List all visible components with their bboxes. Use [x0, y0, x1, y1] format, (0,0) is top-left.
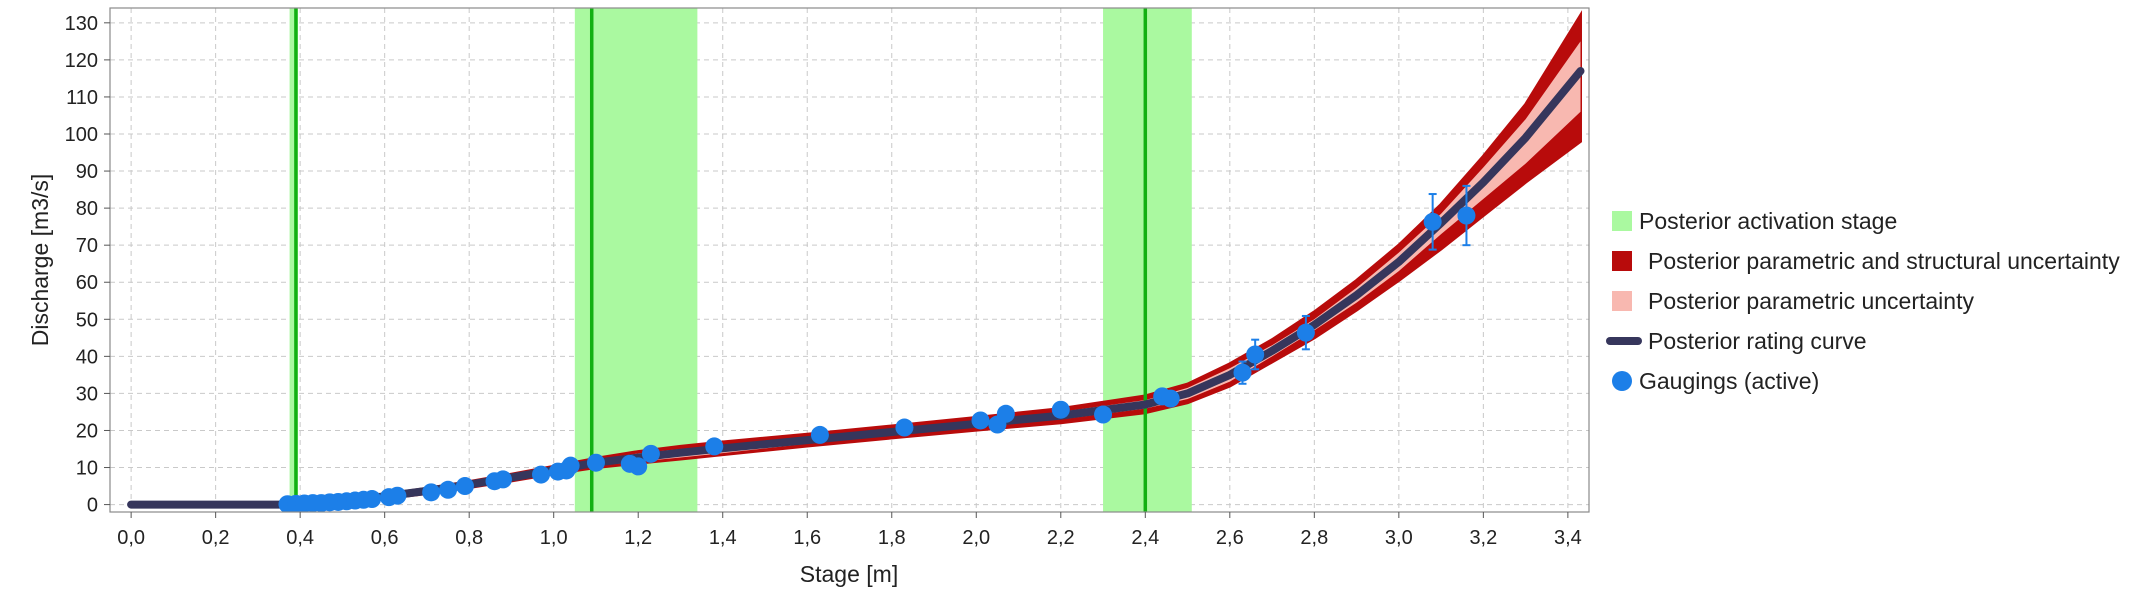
- gauging-point: [1457, 206, 1476, 225]
- y-tick-label: 130: [65, 13, 98, 35]
- legend-label: Posterior parametric and structural unce…: [1648, 248, 2120, 274]
- y-tick-label: 0: [87, 495, 98, 517]
- y-tick-label: 30: [76, 383, 98, 405]
- y-axis-title: Discharge [m3/s]: [27, 174, 53, 347]
- plot-frame: [109, 7, 1590, 513]
- gauging-point: [493, 470, 512, 489]
- legend-swatch: [1612, 291, 1632, 311]
- legend-swatch: [1612, 371, 1632, 391]
- x-tick-label: 2,0: [962, 527, 990, 549]
- x-tick-label: 1,0: [540, 527, 568, 549]
- y-axis-ticks: 0 10 20 30 40 50 60 70 80 90 100 110 120 130: [65, 13, 110, 517]
- x-axis-title: Stage [m]: [800, 561, 898, 587]
- y-tick-label: 20: [76, 420, 98, 442]
- gauging-point: [705, 437, 724, 456]
- y-tick-label: 60: [76, 272, 98, 294]
- legend-swatch: [1612, 211, 1632, 231]
- gauging-point: [641, 444, 660, 463]
- x-tick-label: 1,4: [709, 527, 737, 549]
- y-tick-label: 80: [76, 198, 98, 220]
- y-tick-label: 110: [66, 87, 98, 109]
- legend: Posterior activation stage Posterior para…: [1606, 208, 2120, 394]
- y-tick-label: 40: [76, 346, 98, 368]
- x-tick-label: 3,0: [1385, 527, 1413, 549]
- y-tick-label: 10: [76, 458, 98, 480]
- legend-label: Posterior parametric uncertainty: [1648, 288, 1974, 314]
- x-tick-label: 0,6: [371, 527, 399, 549]
- x-tick-label: 2,4: [1131, 527, 1159, 549]
- gauging-point: [996, 404, 1015, 423]
- gauging-point: [1233, 363, 1252, 382]
- y-tick-label: 50: [76, 309, 98, 331]
- activation-stage-lines: [294, 8, 1148, 512]
- gauging-point: [362, 490, 381, 509]
- gauging-point: [1051, 400, 1070, 419]
- x-tick-label: 1,2: [624, 527, 652, 549]
- x-tick-label: 0,0: [117, 527, 145, 549]
- gauging-point: [1296, 323, 1315, 342]
- x-tick-label: 2,8: [1300, 527, 1328, 549]
- gauging-point: [586, 453, 605, 472]
- gauging-point: [629, 457, 648, 476]
- gauging-point: [388, 486, 407, 505]
- gauging-point: [455, 477, 474, 496]
- x-tick-label: 3,2: [1469, 527, 1497, 549]
- gaugings-points: [278, 184, 1476, 512]
- x-tick-label: 0,4: [286, 527, 314, 549]
- x-axis-ticks: 0,0 0,2 0,4 0,6 0,8 1,0 1,2 1,4 1,6 1,8 2,0 2,2 2,4 2…: [117, 512, 1582, 549]
- activation-stage-band: [1103, 8, 1192, 512]
- x-tick-label: 1,8: [878, 527, 906, 549]
- x-tick-label: 2,2: [1047, 527, 1075, 549]
- activation-stage-bands: [289, 8, 1192, 512]
- x-tick-label: 0,2: [202, 527, 230, 549]
- gauging-point: [561, 456, 580, 475]
- y-tick-label: 120: [65, 50, 98, 72]
- x-tick-label: 0,8: [455, 527, 483, 549]
- gauging-point: [810, 425, 829, 444]
- x-tick-label: 2,6: [1216, 527, 1244, 549]
- gauging-point: [422, 483, 441, 502]
- activation-stage-band: [574, 8, 698, 512]
- x-tick-label: 3,4: [1554, 527, 1582, 549]
- gauging-point: [895, 418, 914, 437]
- gauging-point: [1423, 212, 1442, 231]
- gauging-point: [971, 411, 990, 430]
- y-tick-label: 100: [65, 124, 98, 146]
- legend-label: Posterior activation stage: [1639, 208, 1897, 234]
- plot-background: [110, 8, 1589, 512]
- gauging-point: [532, 465, 551, 484]
- legend-label: Posterior rating curve: [1648, 328, 1867, 354]
- gauging-point: [1161, 389, 1180, 408]
- gauging-point: [1246, 345, 1265, 364]
- gauging-point: [439, 480, 458, 499]
- legend-label: Gaugings (active): [1639, 368, 1819, 394]
- legend-swatch: [1612, 251, 1632, 271]
- y-tick-label: 70: [76, 235, 98, 257]
- gauging-point: [1094, 405, 1113, 424]
- y-tick-label: 90: [76, 161, 98, 183]
- activation-stage-band: [289, 8, 299, 512]
- x-tick-label: 1,6: [793, 527, 821, 549]
